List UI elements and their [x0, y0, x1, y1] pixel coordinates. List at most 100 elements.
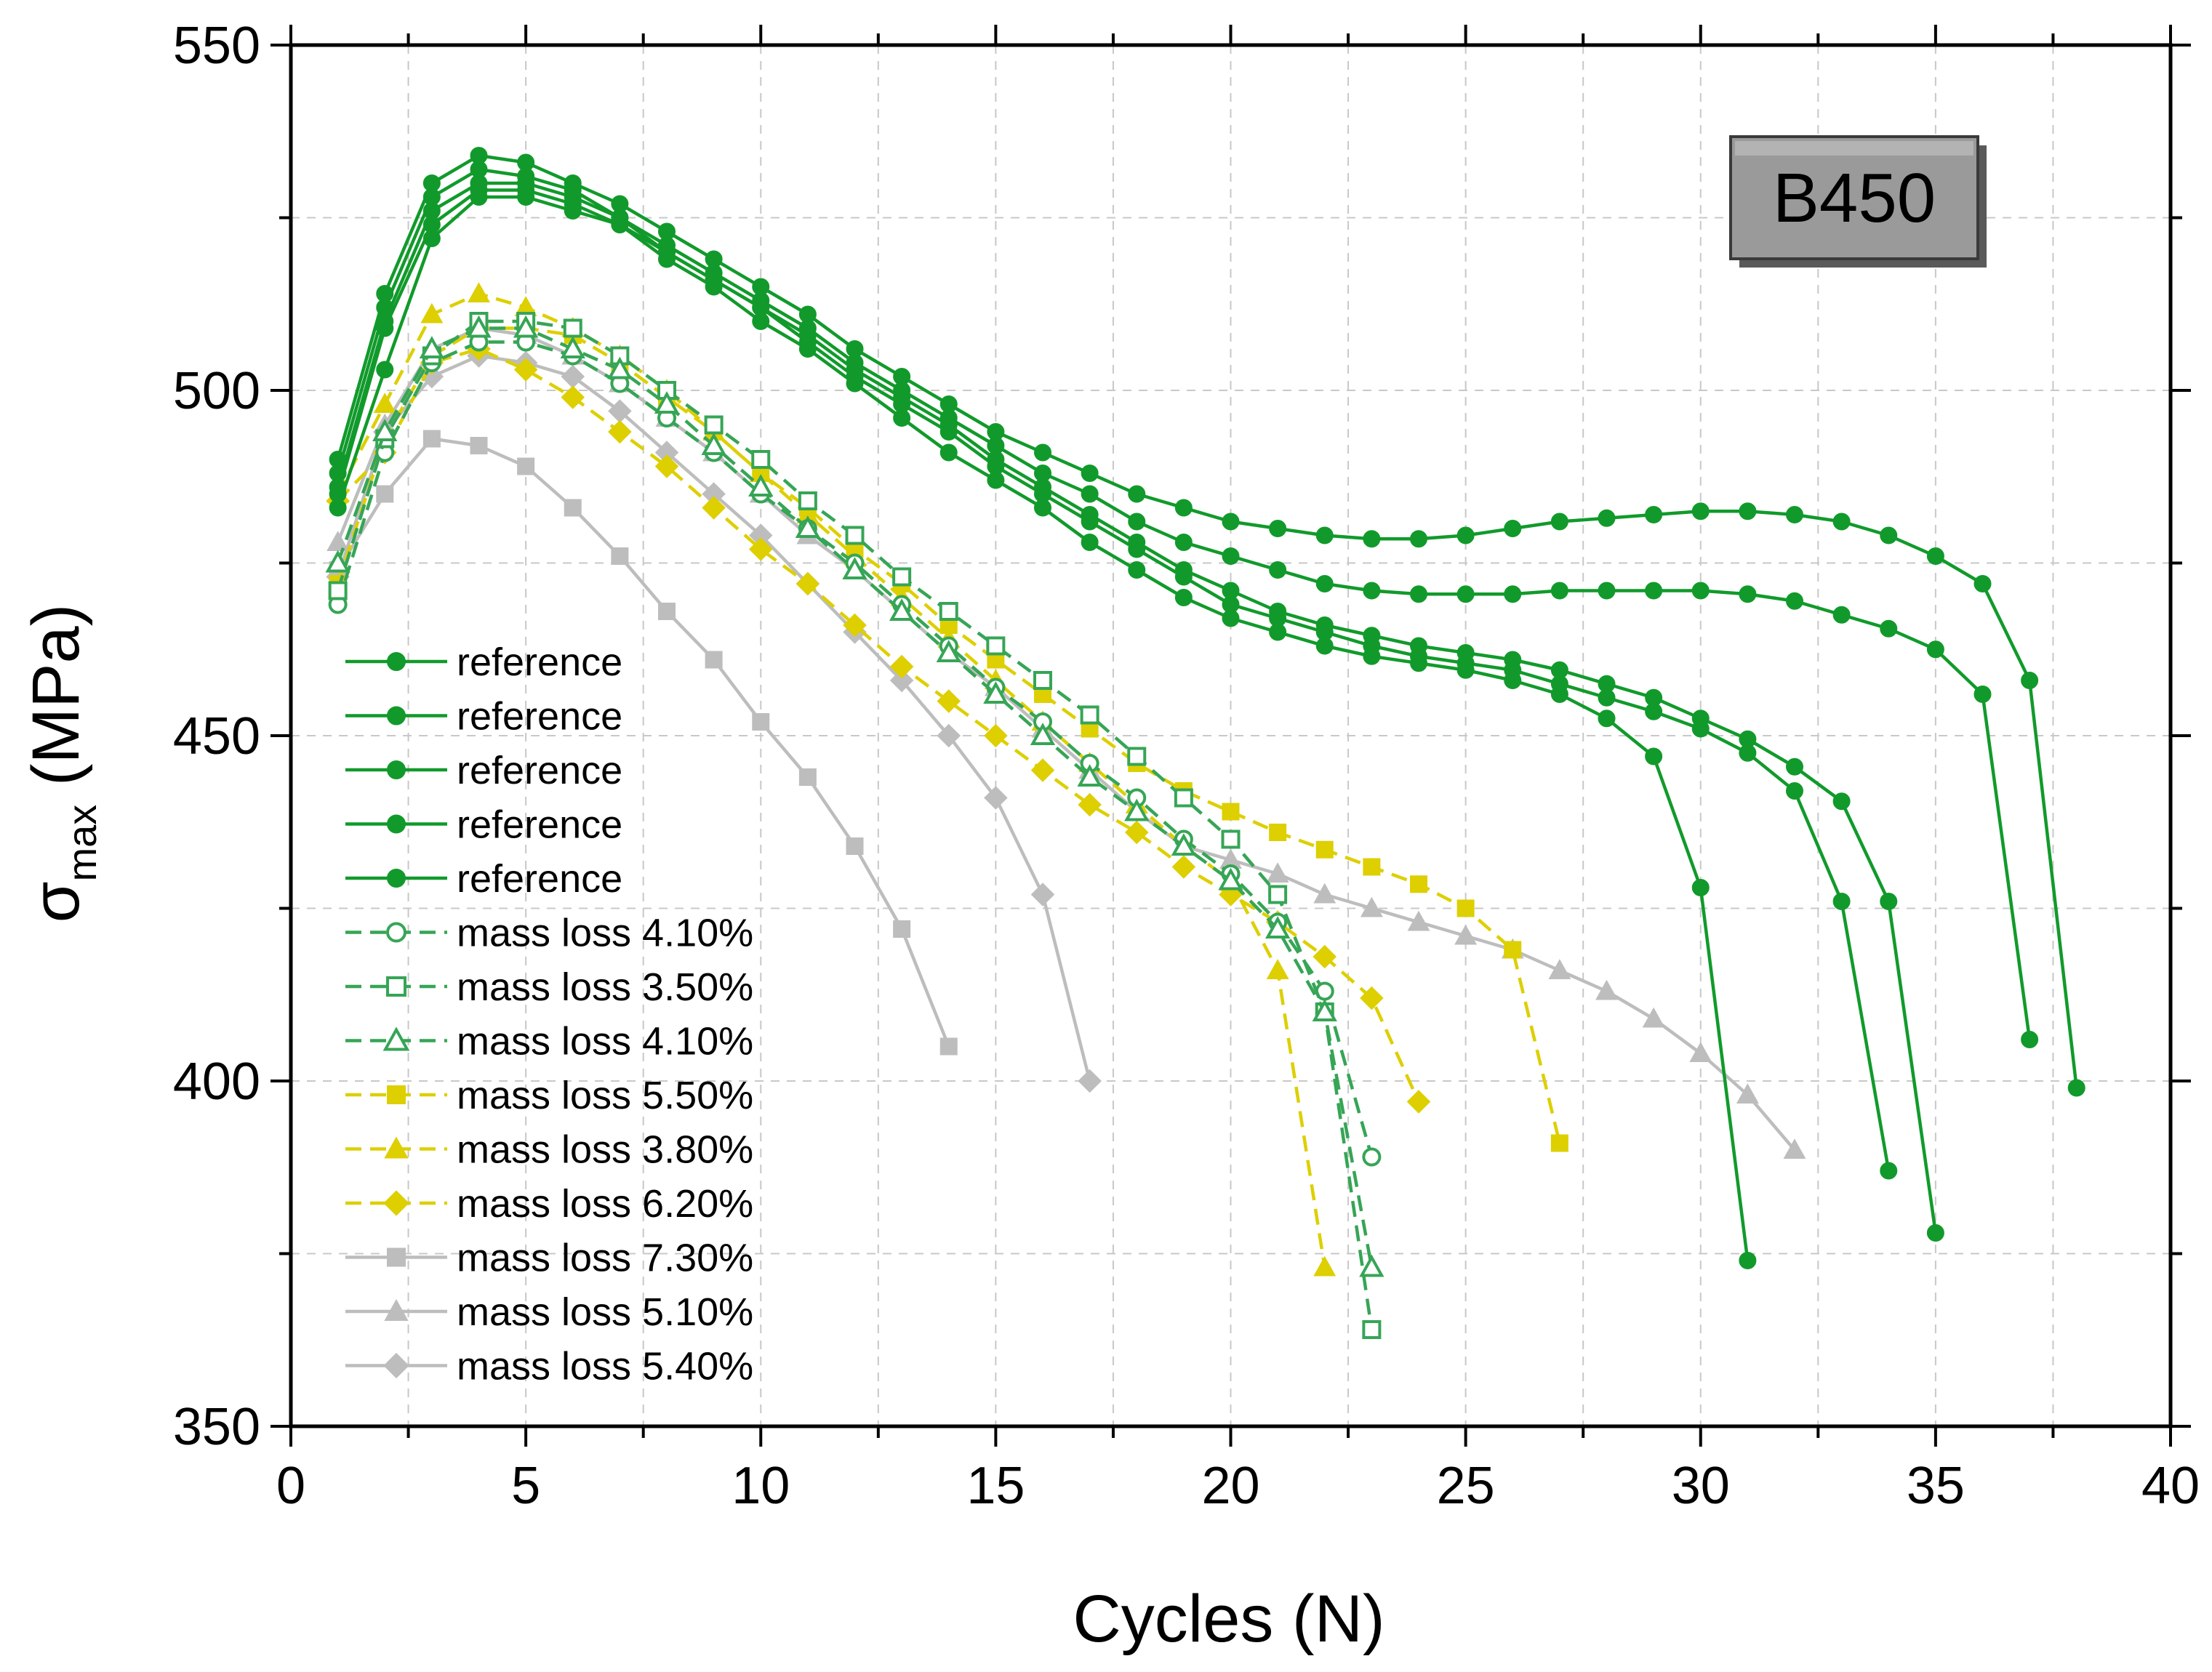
data-point — [937, 723, 961, 748]
data-point — [846, 837, 864, 855]
data-point — [1081, 485, 1099, 503]
data-point — [376, 485, 394, 503]
data-point — [1832, 893, 1851, 910]
data-point — [2067, 1079, 2085, 1097]
data-point — [889, 668, 914, 693]
y-axis-title: σmax (MPa) — [19, 604, 105, 923]
legend-label: mass loss 6.20% — [457, 1182, 753, 1226]
data-point — [1595, 979, 1618, 1000]
data-point — [1174, 788, 1193, 808]
data-point — [654, 454, 679, 478]
data-point — [1739, 502, 1757, 521]
data-point — [420, 302, 444, 323]
legend-item: mass loss 4.10% — [345, 1020, 753, 1064]
data-point — [1312, 999, 1337, 1021]
data-point — [1598, 710, 1616, 728]
series-1 — [329, 161, 2039, 1048]
data-point — [936, 640, 961, 662]
data-point — [845, 526, 865, 545]
data-point — [517, 153, 535, 172]
series-line — [336, 188, 1891, 1171]
data-point — [984, 786, 1008, 810]
data-point — [422, 174, 441, 192]
data-point — [748, 537, 773, 561]
data-point — [846, 340, 864, 358]
legend-label: mass loss 5.50% — [457, 1074, 753, 1117]
data-point — [387, 869, 406, 888]
data-point — [384, 1136, 409, 1159]
data-point — [387, 652, 406, 671]
data-point — [1078, 1069, 1102, 1093]
data-point — [1456, 585, 1475, 603]
data-point — [383, 1352, 409, 1379]
data-point — [1786, 506, 1803, 523]
data-point — [386, 922, 406, 943]
data-point — [1078, 792, 1102, 817]
data-point — [1128, 513, 1146, 531]
data-point — [470, 437, 488, 454]
badge-label: B450 — [1773, 159, 1936, 237]
data-point — [1832, 513, 1851, 531]
data-point — [468, 282, 490, 302]
data-point — [2021, 1031, 2039, 1048]
legend-item: mass loss 3.50% — [345, 965, 753, 1009]
legend-label: reference — [457, 640, 622, 684]
data-point — [386, 976, 406, 997]
data-point — [752, 278, 770, 296]
data-point — [1691, 582, 1710, 600]
data-point — [1362, 1320, 1382, 1339]
data-point — [1124, 798, 1150, 821]
gridlines — [291, 45, 2171, 1426]
series-line — [336, 326, 1374, 1268]
data-point — [748, 474, 774, 497]
data-point — [1504, 585, 1522, 603]
data-point — [387, 814, 406, 834]
data-point — [1128, 561, 1146, 579]
data-point — [1362, 1147, 1382, 1167]
data-point — [372, 419, 398, 441]
data-point — [1783, 1138, 1806, 1159]
data-point — [1598, 582, 1616, 600]
data-point — [1034, 443, 1051, 462]
data-point — [1598, 675, 1616, 693]
data-point — [1171, 855, 1196, 879]
x-tick-label: 5 — [511, 1457, 540, 1515]
data-point — [513, 315, 539, 338]
data-point — [1171, 833, 1197, 856]
data-point — [937, 689, 961, 713]
data-point — [329, 451, 347, 468]
data-point — [1410, 530, 1427, 548]
data-point — [1030, 883, 1055, 907]
data-point — [1550, 513, 1568, 531]
data-point — [470, 147, 488, 164]
data-point — [751, 450, 771, 469]
data-point — [987, 423, 1005, 441]
data-point — [1691, 879, 1710, 896]
data-point — [1313, 1255, 1337, 1277]
legend-label: mass loss 4.10% — [457, 1020, 753, 1064]
data-point — [1880, 893, 1898, 910]
data-point — [1689, 1042, 1712, 1062]
data-point — [1645, 506, 1663, 523]
legend-item: mass loss 7.30% — [345, 1237, 753, 1280]
legend-label: mass loss 3.50% — [457, 965, 753, 1009]
series-7 — [325, 315, 1384, 1277]
data-point — [517, 457, 535, 475]
data-point — [939, 1037, 958, 1056]
data-point — [1691, 710, 1710, 728]
data-point — [1266, 959, 1289, 979]
data-point — [466, 315, 492, 338]
data-point — [1456, 644, 1475, 662]
data-point — [376, 361, 394, 379]
data-point — [611, 195, 629, 213]
data-point — [1222, 547, 1240, 565]
data-point — [893, 368, 911, 385]
legend-item: reference — [345, 695, 622, 739]
legend-item: mass loss 5.50% — [345, 1074, 753, 1117]
data-point — [1645, 688, 1663, 707]
data-point — [513, 358, 538, 382]
data-point — [892, 567, 912, 587]
data-point — [1269, 520, 1287, 537]
data-point — [1269, 824, 1287, 841]
data-point — [564, 174, 582, 192]
